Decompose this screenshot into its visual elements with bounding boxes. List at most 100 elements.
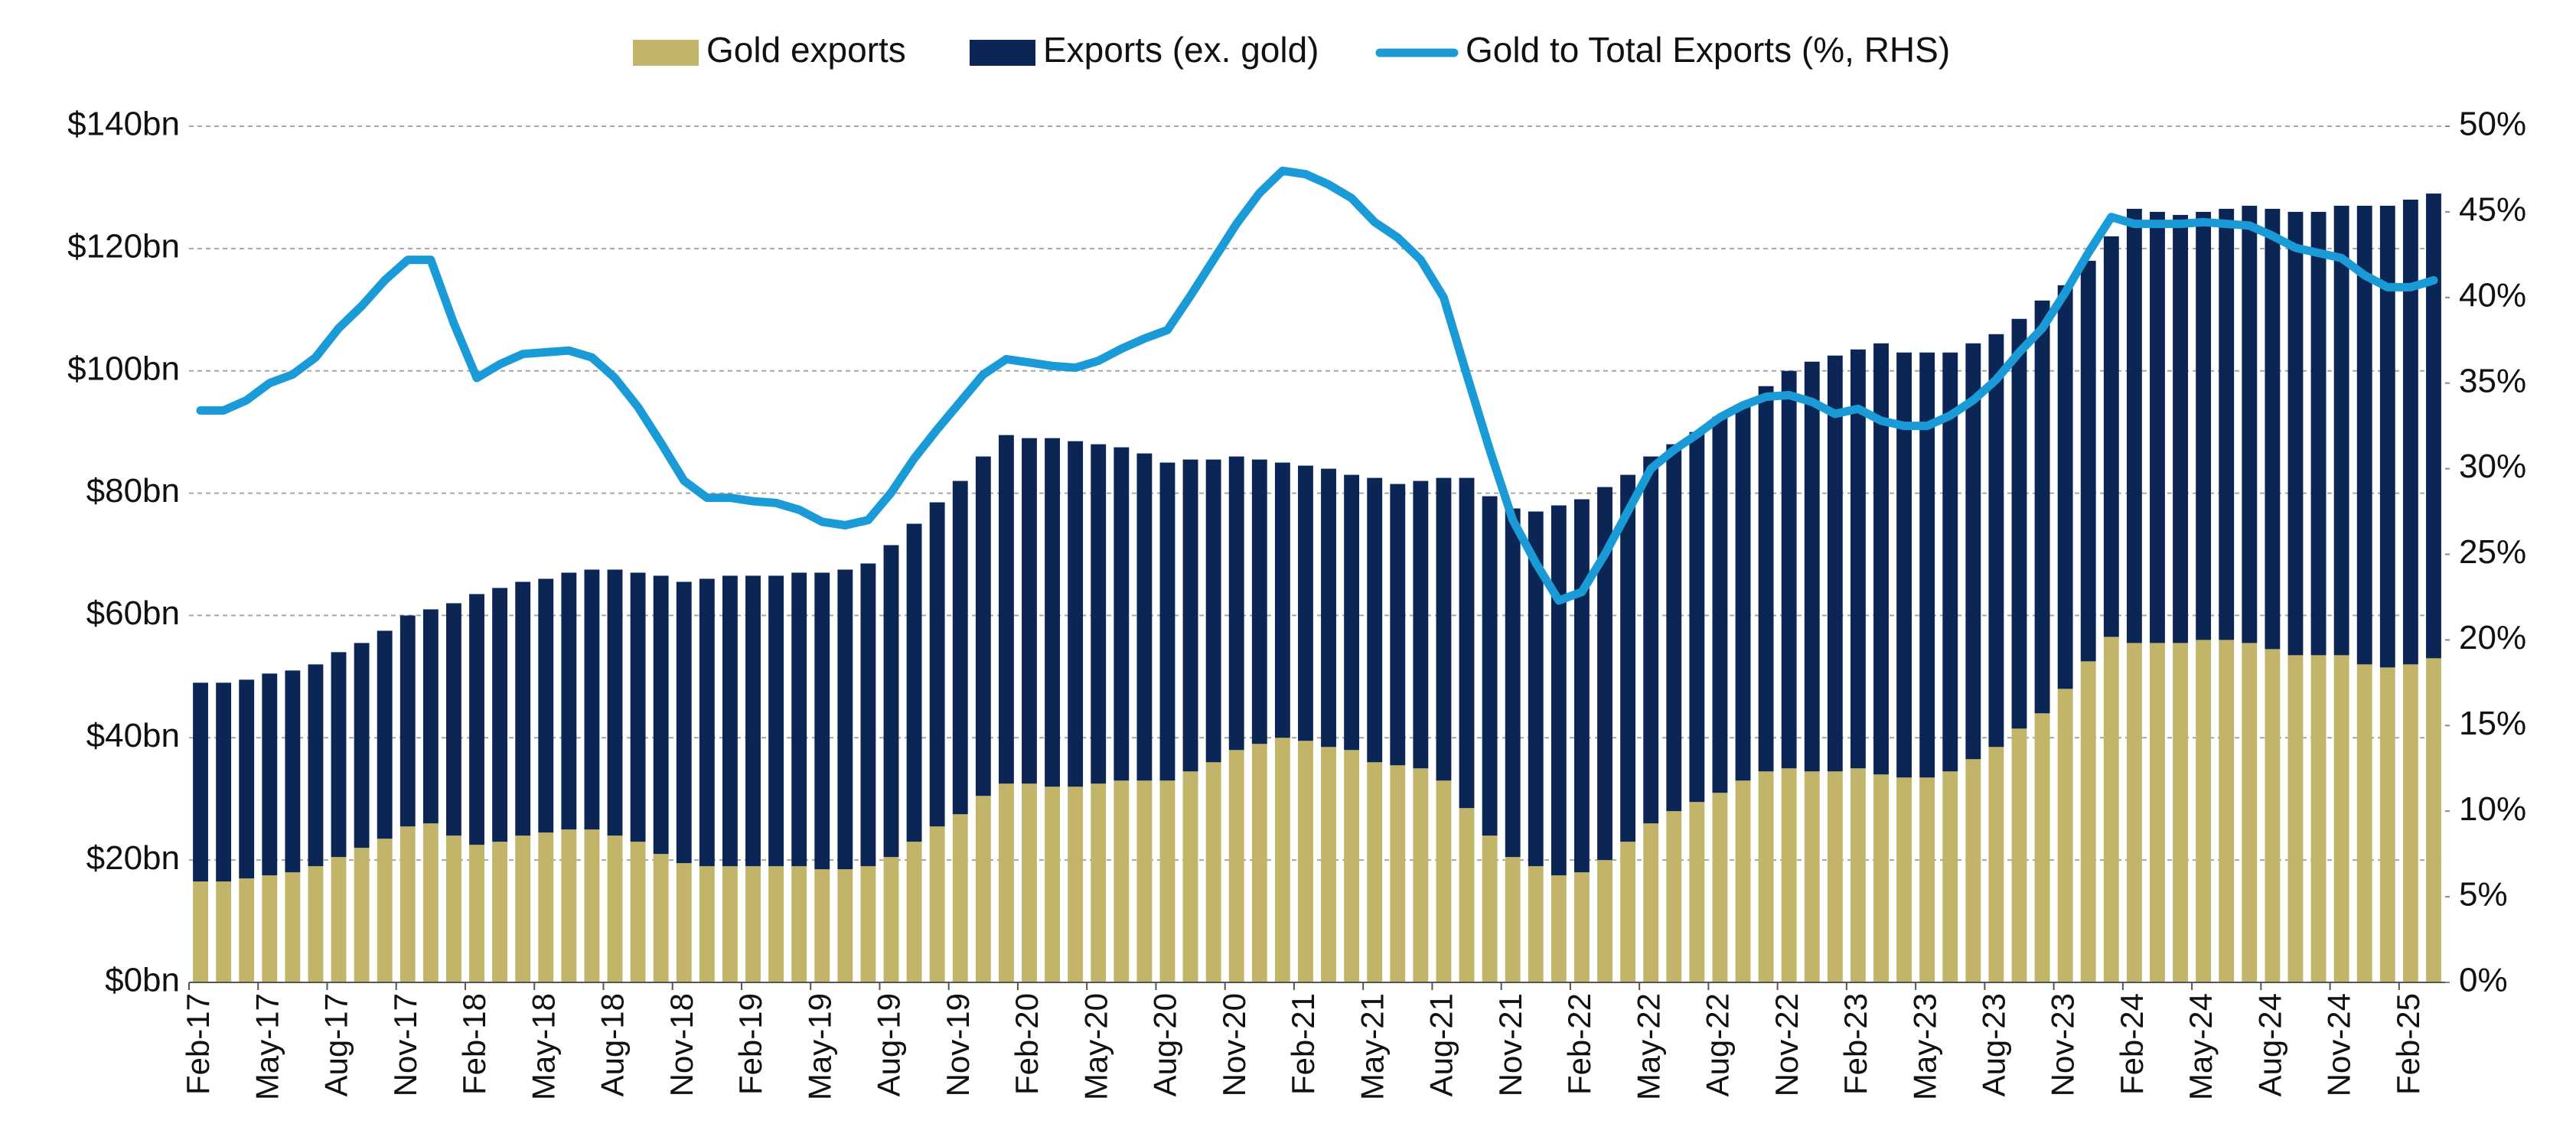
bar <box>1827 771 1843 982</box>
bar <box>699 866 715 982</box>
bar <box>2242 205 2258 643</box>
bar <box>1182 771 1198 982</box>
bar <box>515 835 531 982</box>
bar <box>1344 750 1360 982</box>
bar <box>285 872 301 982</box>
y2-tick-label: 10% <box>2459 790 2526 828</box>
y2-tick-label: 25% <box>2459 533 2526 571</box>
bar <box>1367 477 1383 763</box>
y-tick-label: $60bn <box>86 594 180 632</box>
bar <box>1505 857 1521 982</box>
bar <box>1735 404 1751 781</box>
x-tick-label: Nov-24 <box>2321 993 2357 1096</box>
bar <box>469 845 484 982</box>
bar <box>2402 199 2418 665</box>
bar <box>768 575 784 867</box>
bar <box>1942 771 1958 982</box>
bar <box>952 814 968 982</box>
x-tick-label: May-24 <box>2183 993 2219 1100</box>
bar <box>1482 835 1498 982</box>
legend-swatch <box>970 40 1035 66</box>
bar <box>1045 787 1060 982</box>
bar <box>262 875 278 982</box>
bar <box>2219 640 2235 982</box>
y2-tick-label: 45% <box>2459 191 2526 229</box>
bar <box>492 842 508 982</box>
bar <box>2126 643 2142 982</box>
bar <box>768 866 784 982</box>
bar <box>1321 747 1336 982</box>
bar <box>998 435 1014 784</box>
bar <box>1988 334 2004 748</box>
bar <box>308 866 324 982</box>
bar <box>446 603 461 836</box>
bar <box>2379 205 2395 668</box>
bar <box>1045 438 1060 787</box>
bar <box>2310 655 2327 982</box>
bar <box>1850 768 1866 982</box>
bar <box>584 829 600 982</box>
x-tick-label: Nov-18 <box>664 993 699 1096</box>
bar <box>676 581 692 864</box>
bar <box>399 826 416 982</box>
bar <box>653 854 669 982</box>
bar <box>1712 793 1728 982</box>
bar <box>1367 762 1383 982</box>
bar <box>814 572 830 870</box>
y-tick-label: $0bn <box>105 962 180 999</box>
bar <box>1574 499 1590 873</box>
bar <box>2287 211 2304 656</box>
bar <box>1896 352 1912 778</box>
bar <box>538 832 554 982</box>
bar <box>1091 783 1107 982</box>
x-tick-label: May-21 <box>1354 993 1390 1100</box>
bar <box>1804 361 1820 772</box>
bar <box>2173 214 2188 643</box>
bar <box>837 869 853 982</box>
bar <box>1274 462 1290 738</box>
x-tick-label: Aug-22 <box>1700 993 1736 1096</box>
bar <box>1459 477 1475 809</box>
bar <box>1298 465 1313 741</box>
bar <box>883 857 899 982</box>
bar <box>2379 667 2395 982</box>
y2-tick-label: 20% <box>2459 619 2526 656</box>
bar <box>2034 300 2050 714</box>
x-tick-label: Nov-19 <box>940 993 976 1096</box>
bar <box>860 563 876 867</box>
bar <box>1228 750 1244 982</box>
y2-tick-label: 0% <box>2459 962 2508 999</box>
bar <box>2103 637 2119 982</box>
bar <box>722 575 738 867</box>
bar <box>1758 771 1774 982</box>
bar <box>975 796 991 982</box>
x-tick-label: May-20 <box>1078 993 1114 1100</box>
bar <box>2173 643 2188 982</box>
bar <box>814 869 830 982</box>
bar <box>2103 236 2119 637</box>
bar <box>1251 744 1267 982</box>
bar <box>791 866 807 982</box>
bar <box>239 679 255 879</box>
bar <box>1528 511 1544 867</box>
x-tick-label: Feb-25 <box>2390 993 2426 1095</box>
x-tick-label: Aug-18 <box>595 993 631 1096</box>
bar <box>676 863 692 982</box>
bar <box>929 826 945 982</box>
x-tick-label: Feb-20 <box>1009 993 1045 1095</box>
bar <box>2080 661 2096 982</box>
bar <box>1321 468 1336 748</box>
bar <box>2265 208 2281 650</box>
bar <box>538 578 554 833</box>
y-tick-label: $40bn <box>86 717 180 754</box>
bar <box>1205 459 1221 763</box>
x-tick-label: Feb-21 <box>1285 993 1321 1095</box>
bar <box>262 673 278 876</box>
bar <box>1528 866 1544 982</box>
x-tick-label: Feb-18 <box>456 993 492 1095</box>
bar <box>2242 643 2258 982</box>
x-tick-label: May-22 <box>1630 993 1666 1100</box>
bar <box>607 835 623 982</box>
x-tick-label: Nov-20 <box>1216 993 1252 1096</box>
